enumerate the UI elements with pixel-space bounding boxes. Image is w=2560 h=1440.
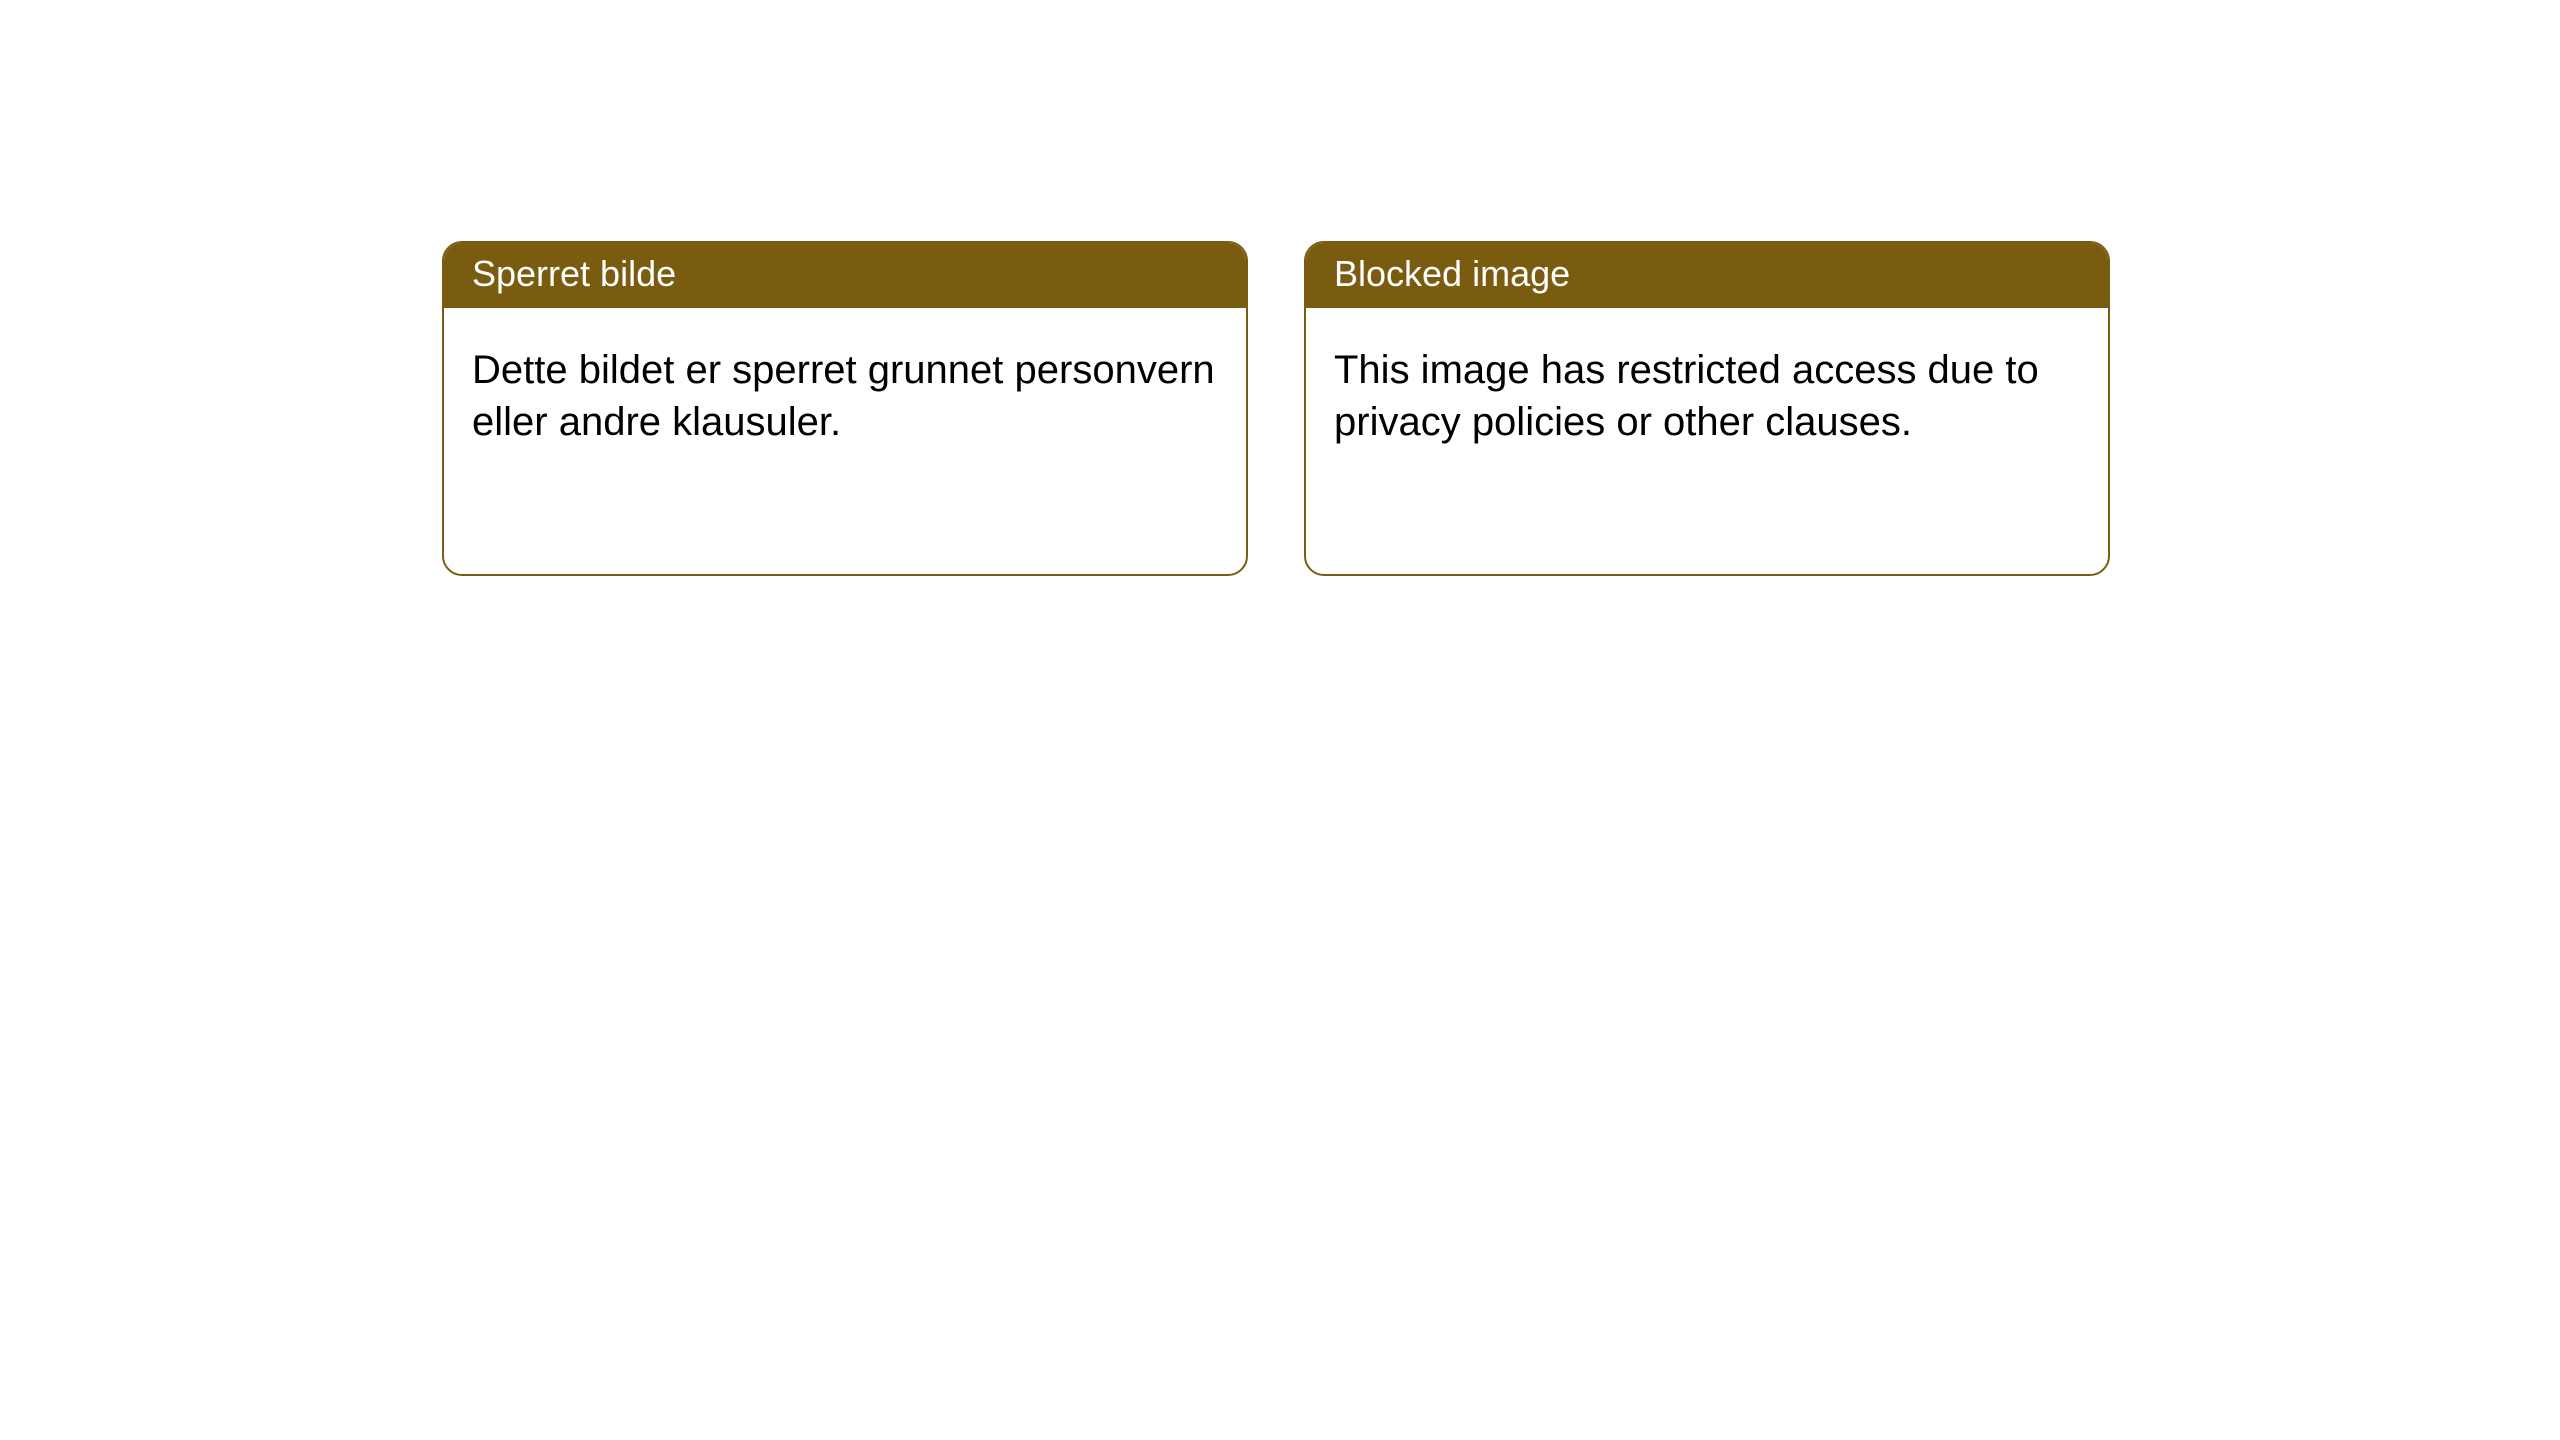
notice-title: Sperret bilde bbox=[472, 253, 676, 294]
notice-card-body: This image has restricted access due to … bbox=[1306, 308, 2108, 484]
notice-body-text: Dette bildet er sperret grunnet personve… bbox=[472, 348, 1215, 444]
notice-title: Blocked image bbox=[1334, 253, 1570, 294]
notice-card-header: Sperret bilde bbox=[444, 243, 1246, 308]
notice-card-header: Blocked image bbox=[1306, 243, 2108, 308]
notice-body-text: This image has restricted access due to … bbox=[1334, 348, 2039, 444]
notice-card-norwegian: Sperret bilde Dette bildet er sperret gr… bbox=[442, 241, 1248, 576]
notice-container: Sperret bilde Dette bildet er sperret gr… bbox=[0, 0, 2560, 576]
notice-card-english: Blocked image This image has restricted … bbox=[1304, 241, 2110, 576]
notice-card-body: Dette bildet er sperret grunnet personve… bbox=[444, 308, 1246, 484]
